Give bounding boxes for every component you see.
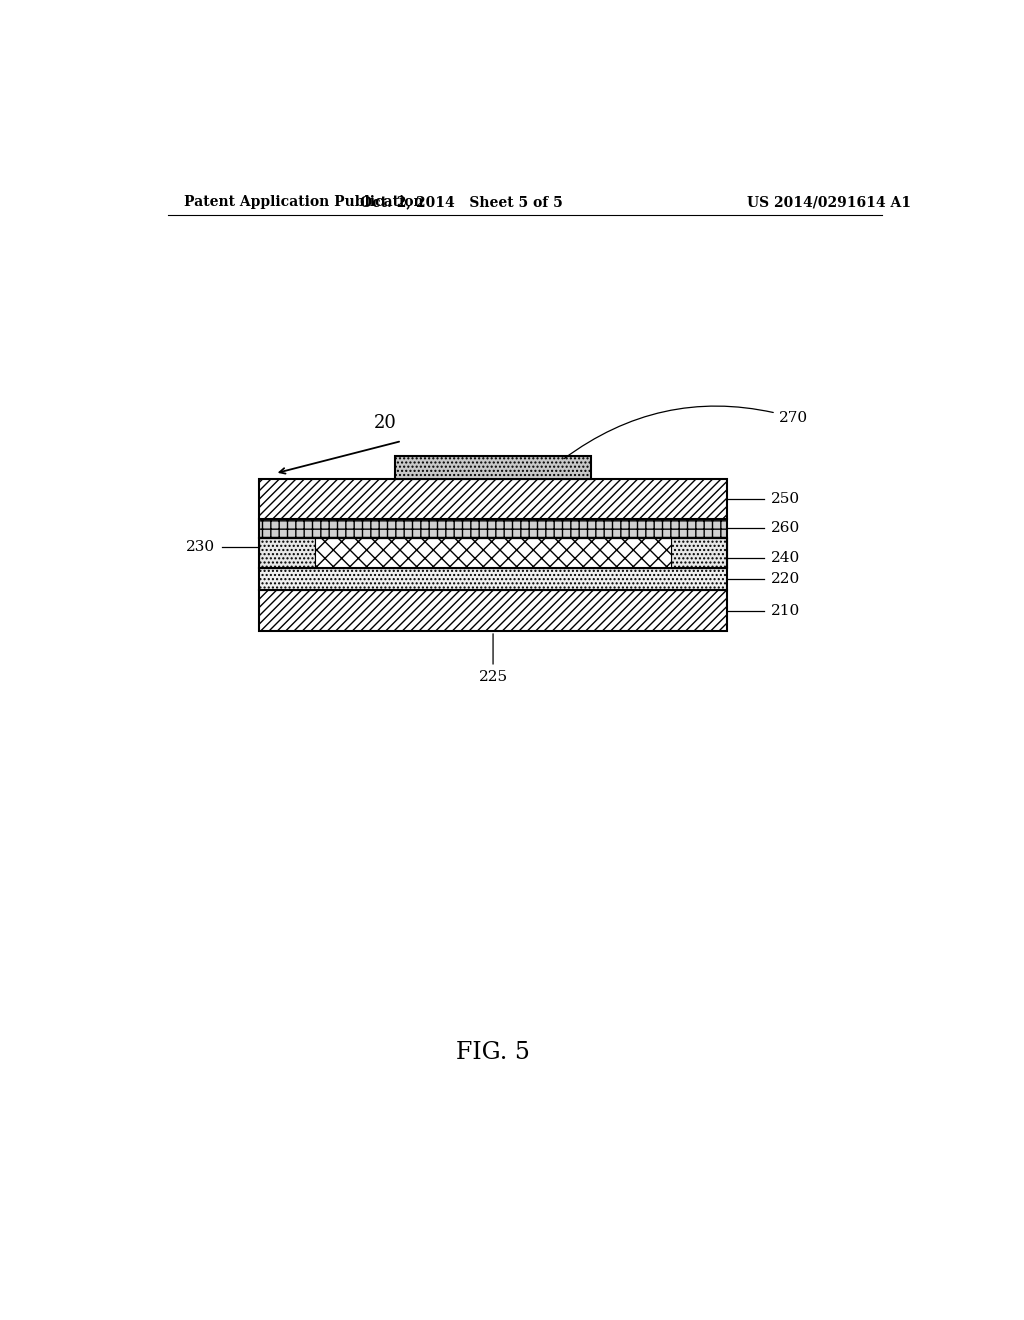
Text: 20: 20 — [374, 413, 397, 432]
Text: 230: 230 — [186, 540, 215, 553]
Bar — [394, 457, 592, 479]
Bar — [315, 537, 671, 568]
Text: 250: 250 — [771, 492, 800, 506]
Bar — [259, 519, 727, 537]
Bar — [259, 537, 727, 568]
Text: Patent Application Publication: Patent Application Publication — [183, 195, 423, 209]
Bar — [671, 537, 727, 568]
Bar — [259, 537, 315, 568]
Text: Oct. 2, 2014   Sheet 5 of 5: Oct. 2, 2014 Sheet 5 of 5 — [360, 195, 562, 209]
Text: 270: 270 — [564, 407, 808, 458]
Text: US 2014/0291614 A1: US 2014/0291614 A1 — [748, 195, 911, 209]
Text: 225: 225 — [478, 634, 508, 684]
Text: 220: 220 — [771, 572, 800, 586]
Bar — [259, 590, 727, 631]
Text: 260: 260 — [771, 521, 800, 536]
Text: 210: 210 — [771, 603, 800, 618]
Text: 240: 240 — [771, 550, 800, 565]
Text: FIG. 5: FIG. 5 — [456, 1041, 530, 1064]
Bar — [259, 568, 727, 590]
Bar — [259, 479, 727, 519]
